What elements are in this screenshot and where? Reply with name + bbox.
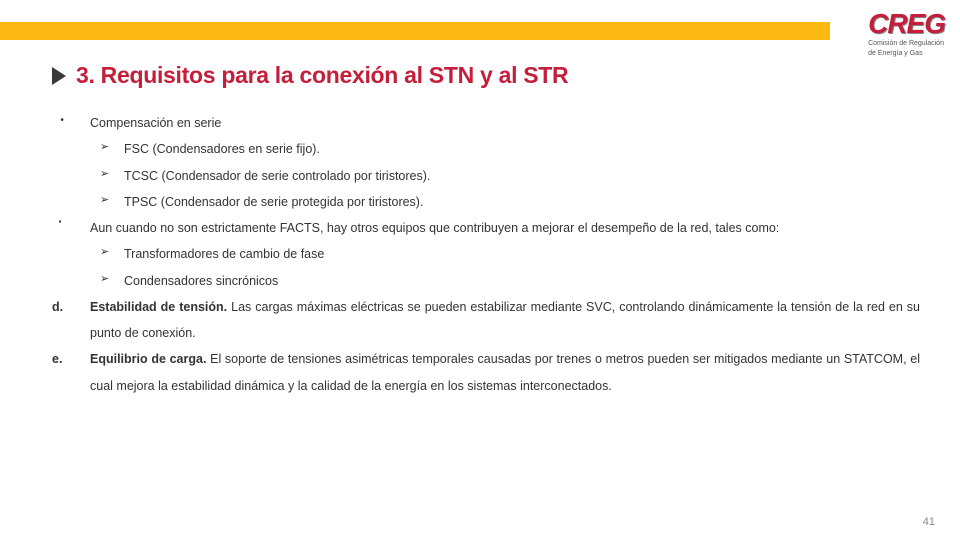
bold-lead: Equilibrio de carga. — [90, 352, 206, 366]
chevron-icon: ➢ — [100, 189, 124, 212]
sub-item: ➢ FSC (Condensadores en serie fijo). — [52, 136, 920, 162]
sub-text: Transformadores de cambio de fase — [124, 241, 920, 267]
chevron-icon: ➢ — [100, 163, 124, 186]
slide-content: • Compensación en serie ➢ FSC (Condensad… — [52, 110, 920, 399]
creg-logo: CREG Comisión de Regulación de Energía y… — [868, 10, 945, 57]
header-yellow-bar — [0, 22, 830, 40]
chevron-icon: ➢ — [100, 136, 124, 159]
slide-title: 3. Requisitos para la conexión al STN y … — [76, 62, 568, 89]
chevron-icon: ➢ — [100, 268, 124, 291]
rest-text: El soporte de tensiones asimétricas temp… — [90, 352, 920, 392]
lettered-item-d: d. Estabilidad de tensión. Las cargas má… — [52, 294, 920, 347]
sub-text: FSC (Condensadores en serie fijo). — [124, 136, 920, 162]
slide-title-row: 3. Requisitos para la conexión al STN y … — [52, 62, 568, 89]
page-number: 41 — [923, 516, 935, 528]
sub-item: ➢ Transformadores de cambio de fase — [52, 241, 920, 267]
sub-text: TCSC (Condensador de serie controlado po… — [124, 163, 920, 189]
bullet-text: Compensación en serie — [90, 110, 920, 136]
triangle-icon — [52, 67, 66, 85]
sub-item: ➢ TCSC (Condensador de serie controlado … — [52, 163, 920, 189]
sub-item: ➢ Condensadores sincrónicos — [52, 268, 920, 294]
bold-lead: Estabilidad de tensión. — [90, 300, 227, 314]
letter-label: e. — [52, 346, 76, 372]
logo-text: CREG — [868, 10, 945, 38]
bullet-item: ▪ Aun cuando no son estrictamente FACTS,… — [52, 215, 920, 241]
sub-text: TPSC (Condensador de serie protegida por… — [124, 189, 920, 215]
bullet-text: Aun cuando no son estrictamente FACTS, h… — [90, 215, 920, 241]
letter-label: d. — [52, 294, 76, 320]
lettered-item-e: e. Equilibrio de carga. El soporte de te… — [52, 346, 920, 399]
square-bullet-icon: ▪ — [52, 214, 90, 231]
lettered-text: Equilibrio de carga. El soporte de tensi… — [76, 346, 920, 399]
chevron-icon: ➢ — [100, 241, 124, 264]
lettered-text: Estabilidad de tensión. Las cargas máxim… — [76, 294, 920, 347]
sub-item: ➢ TPSC (Condensador de serie protegida p… — [52, 189, 920, 215]
logo-subtitle-1: Comisión de Regulación — [868, 40, 945, 48]
bullet-item: • Compensación en serie — [52, 110, 920, 136]
dot-bullet-icon: • — [52, 110, 90, 131]
logo-subtitle-2: de Energía y Gas — [868, 50, 945, 58]
sub-text: Condensadores sincrónicos — [124, 268, 920, 294]
